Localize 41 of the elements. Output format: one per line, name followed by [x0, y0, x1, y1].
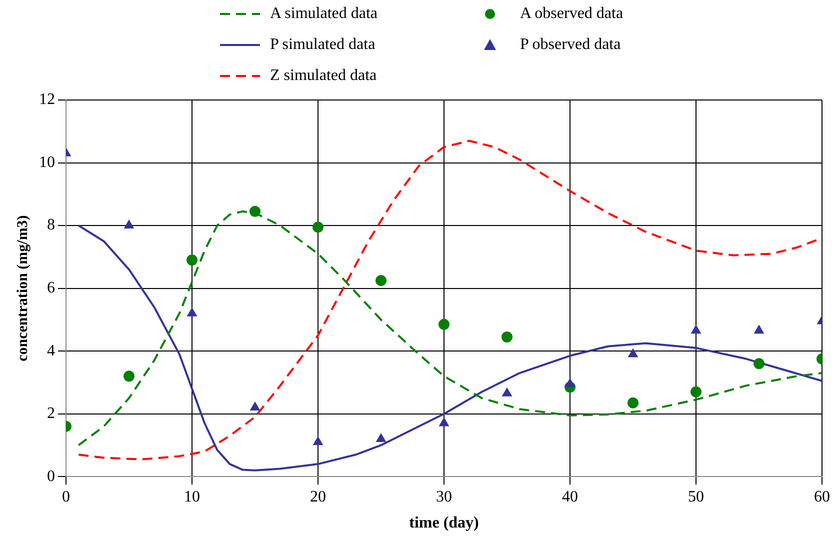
y-tick-label: 4 — [47, 342, 55, 360]
point — [690, 386, 702, 398]
y-axis-title: concentration (mg/m3) — [14, 215, 31, 362]
point — [502, 388, 512, 396]
legend-label: P observed data — [520, 36, 621, 54]
x-tick-label: 30 — [436, 488, 452, 506]
y-tick-label: 0 — [47, 468, 55, 485]
point — [628, 397, 638, 408]
point — [691, 325, 701, 334]
x-axis-title: time (day) — [409, 514, 479, 532]
point — [439, 418, 449, 426]
point — [124, 220, 134, 229]
point — [565, 378, 575, 388]
point — [376, 274, 386, 286]
point — [313, 436, 323, 446]
legend-label: Z simulated data — [270, 66, 377, 84]
x-tick-label: 60 — [814, 488, 830, 506]
y-tick-label: 10 — [39, 154, 55, 171]
legend-label: P simulated data — [270, 36, 376, 54]
point — [187, 308, 197, 316]
x-tick-label: 10 — [184, 488, 200, 506]
point — [502, 331, 512, 342]
y-tick-label: 8 — [47, 216, 55, 234]
legend-label: A simulated data — [270, 4, 378, 22]
x-tick-label: 20 — [310, 488, 326, 506]
point — [438, 318, 450, 330]
legend-label: A observed data — [520, 4, 624, 22]
point — [628, 348, 638, 358]
point — [250, 402, 260, 411]
y-tick-label: 12 — [39, 91, 55, 108]
point — [376, 433, 386, 442]
y-tick-label: 2 — [47, 405, 55, 422]
point — [186, 254, 198, 266]
x-tick-label: 50 — [688, 488, 704, 506]
x-tick-label: 0 — [62, 488, 70, 506]
point — [754, 325, 764, 334]
x-tick-label: 40 — [562, 488, 578, 506]
point — [124, 370, 134, 382]
point — [754, 358, 764, 370]
point — [312, 222, 324, 233]
y-tick-label: 6 — [47, 280, 55, 297]
